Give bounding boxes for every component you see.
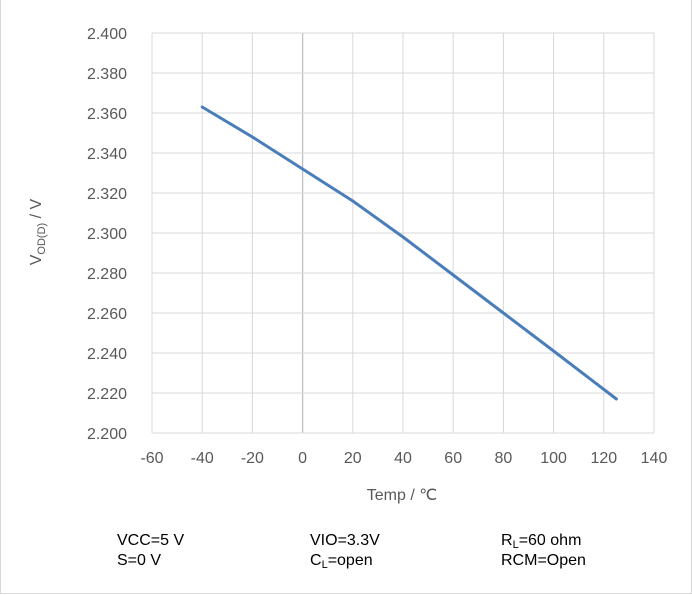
x-tick-label: 40	[394, 450, 412, 467]
y-tick-label: 2.320	[87, 186, 127, 203]
series-line	[200, 105, 618, 401]
x-tick-labels: -60 -40 -20 0 20 40 60 80 100 120 140	[140, 450, 667, 467]
y-tick-labels: 2.200 2.220 2.240 2.260 2.280 2.300 2.320 2.340…	[87, 26, 127, 443]
y-axis-title-unit: / V	[28, 198, 45, 222]
condition-rl-main: R	[501, 532, 513, 549]
condition-cl-main: C	[310, 552, 322, 569]
x-tick-label: 60	[444, 450, 462, 467]
x-tick-label: 100	[540, 450, 567, 467]
condition-cl-sub: L	[321, 559, 328, 571]
condition-rl: RL=60 ohm	[501, 531, 581, 551]
x-tick-label: 20	[344, 450, 362, 467]
y-axis-title-main: V	[28, 254, 45, 265]
y-tick-label: 2.360	[87, 106, 127, 123]
y-tick-label: 2.240	[87, 346, 127, 363]
condition-s: S=0 V	[117, 552, 162, 569]
condition-vio: VIO=3.3V	[310, 532, 380, 549]
series-layer	[200, 105, 618, 401]
condition-rl-rest: =60 ohm	[518, 532, 582, 549]
y-tick-label: 2.400	[87, 26, 127, 43]
condition-vcc: VCC=5 V	[117, 532, 185, 549]
y-tick-label: 2.380	[87, 66, 127, 83]
x-tick-label: 0	[298, 450, 307, 467]
condition-cl-rest: =open	[327, 552, 373, 569]
y-axis-title-sub: OD(D)	[36, 223, 48, 255]
x-tick-label: 120	[590, 450, 617, 467]
y-tick-label: 2.260	[87, 306, 127, 323]
y-tick-label: 2.340	[87, 146, 127, 163]
x-tick-label: -20	[241, 450, 264, 467]
y-tick-label: 2.280	[87, 266, 127, 283]
x-tick-label: -40	[191, 450, 214, 467]
condition-cl: CL=open	[310, 551, 373, 571]
x-tick-label: 80	[495, 450, 513, 467]
y-axis-title: VOD(D) / V	[28, 198, 48, 265]
y-tick-label: 2.220	[87, 386, 127, 403]
condition-rcm: RCM=Open	[501, 552, 586, 569]
x-axis-title: Temp / ℃	[367, 487, 437, 504]
condition-rl-sub: L	[512, 539, 519, 551]
x-tick-label: 140	[641, 450, 668, 467]
y-tick-label: 2.300	[87, 226, 127, 243]
y-tick-label: 2.200	[87, 426, 127, 443]
grid	[151, 32, 655, 434]
x-tick-label: -60	[140, 450, 163, 467]
